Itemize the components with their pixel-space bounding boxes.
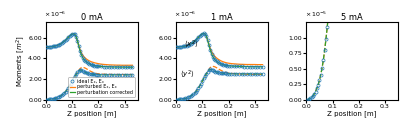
X-axis label: Z position [m]: Z position [m] [328, 110, 377, 117]
X-axis label: Z position [m]: Z position [m] [197, 110, 247, 117]
Text: $\times\,10^{-6}$: $\times\,10^{-6}$ [44, 10, 66, 19]
Title: 0 mA: 0 mA [81, 13, 103, 22]
Text: $\times\,10^{-6}$: $\times\,10^{-6}$ [174, 10, 197, 19]
Text: $\langle y^2\rangle$: $\langle y^2\rangle$ [180, 69, 194, 81]
Text: $\times\,10^{-5}$: $\times\,10^{-5}$ [304, 10, 327, 19]
Title: 1 mA: 1 mA [211, 13, 233, 22]
Title: 5 mA: 5 mA [341, 13, 363, 22]
Y-axis label: Moments [$m^2$]: Moments [$m^2$] [14, 35, 27, 87]
X-axis label: Z position [m]: Z position [m] [67, 110, 116, 117]
Text: $\langle x^2\rangle$: $\langle x^2\rangle$ [184, 38, 198, 51]
Legend: ideal Eₓ, Eₓ, perturbed Eₓ, Eₓ, perturbation corrected: ideal Eₓ, Eₓ, perturbed Eₓ, Eₓ, perturba… [68, 77, 135, 97]
